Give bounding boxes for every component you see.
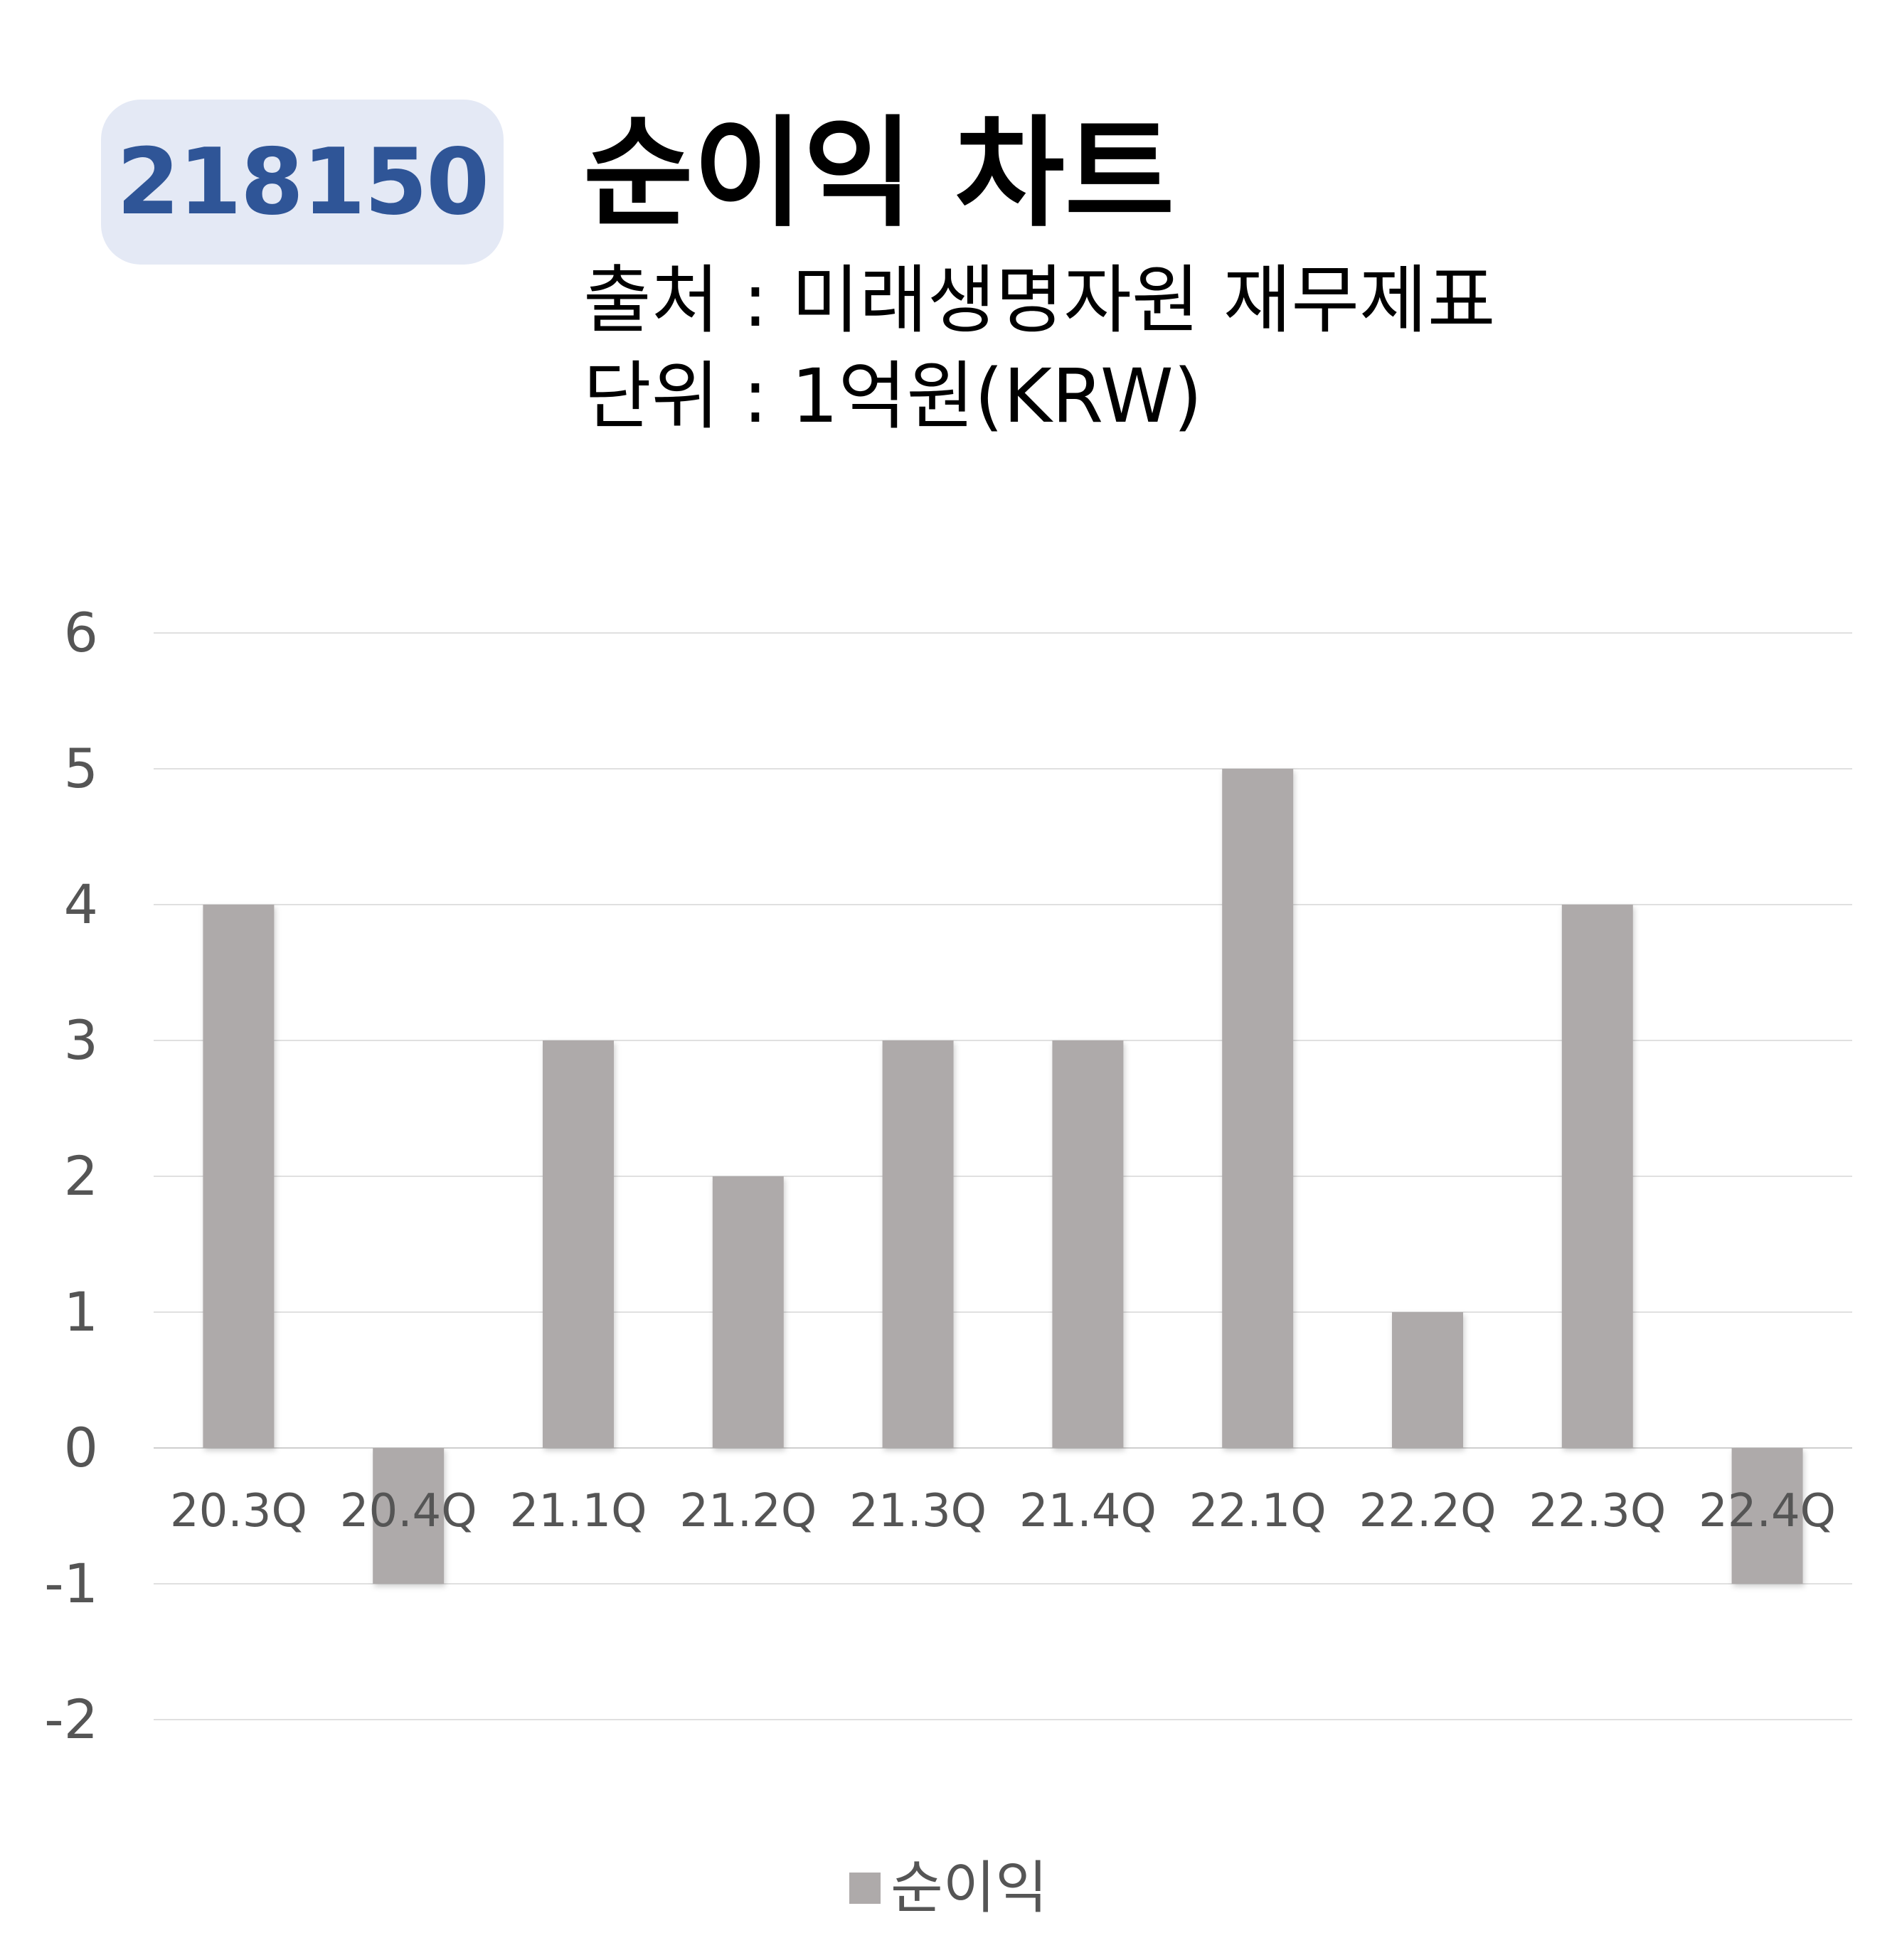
y-tick-label: 3 — [64, 1008, 98, 1072]
bar-22.1Q — [1222, 769, 1294, 1448]
y-tick-label: 2 — [64, 1144, 98, 1208]
x-tick-label: 21.1Q — [510, 1485, 647, 1538]
bar-21.4Q — [1052, 1040, 1124, 1448]
x-tick-label: 20.3Q — [170, 1485, 307, 1538]
bar-21.2Q — [712, 1176, 784, 1448]
unit-label: 단위 : 1억원(KRW) — [583, 353, 1203, 440]
x-tick-label: 22.1Q — [1189, 1485, 1327, 1538]
ticker-badge: 218150 — [101, 100, 504, 265]
y-tick-label: 0 — [64, 1416, 98, 1479]
legend: 순이익 — [0, 1860, 1897, 1917]
bar-21.1Q — [543, 1040, 614, 1448]
y-tick-label: 4 — [64, 873, 98, 936]
bar-22.4Q — [1731, 1448, 1803, 1584]
x-axis-labels: 20.3Q 20.4Q 21.1Q 21.2Q 21.3Q 21.4Q 22.1Q 22.2Q… — [170, 1485, 1836, 1538]
bar-22.3Q — [1561, 905, 1633, 1448]
y-tick-label: -2 — [44, 1688, 98, 1751]
bars — [203, 769, 1803, 1584]
y-tick-label: 6 — [64, 601, 98, 664]
chart-title: 순이익 차트 — [583, 104, 1175, 243]
y-tick-label: 1 — [64, 1280, 98, 1343]
x-tick-label: 21.4Q — [1019, 1485, 1157, 1538]
bar-20.3Q — [203, 905, 275, 1448]
bar-21.3Q — [882, 1040, 954, 1448]
y-axis-labels: 6 5 4 3 2 1 0 -1 -2 — [44, 601, 98, 1751]
x-tick-label: 22.4Q — [1699, 1485, 1836, 1538]
y-tick-label: 5 — [64, 737, 98, 800]
legend-swatch — [849, 1873, 881, 1904]
y-tick-label: -1 — [44, 1552, 98, 1615]
bar-20.4Q — [373, 1448, 445, 1584]
x-tick-label: 22.2Q — [1359, 1485, 1497, 1538]
bar-22.2Q — [1392, 1312, 1463, 1448]
x-tick-label: 21.3Q — [849, 1485, 987, 1538]
source-label: 출처 : 미래생명자원 재무제표 — [583, 257, 1496, 343]
legend-label: 순이익 — [891, 1855, 1048, 1921]
x-tick-label: 20.4Q — [340, 1485, 477, 1538]
x-tick-label: 21.2Q — [679, 1485, 817, 1538]
x-tick-label: 22.3Q — [1529, 1485, 1666, 1538]
